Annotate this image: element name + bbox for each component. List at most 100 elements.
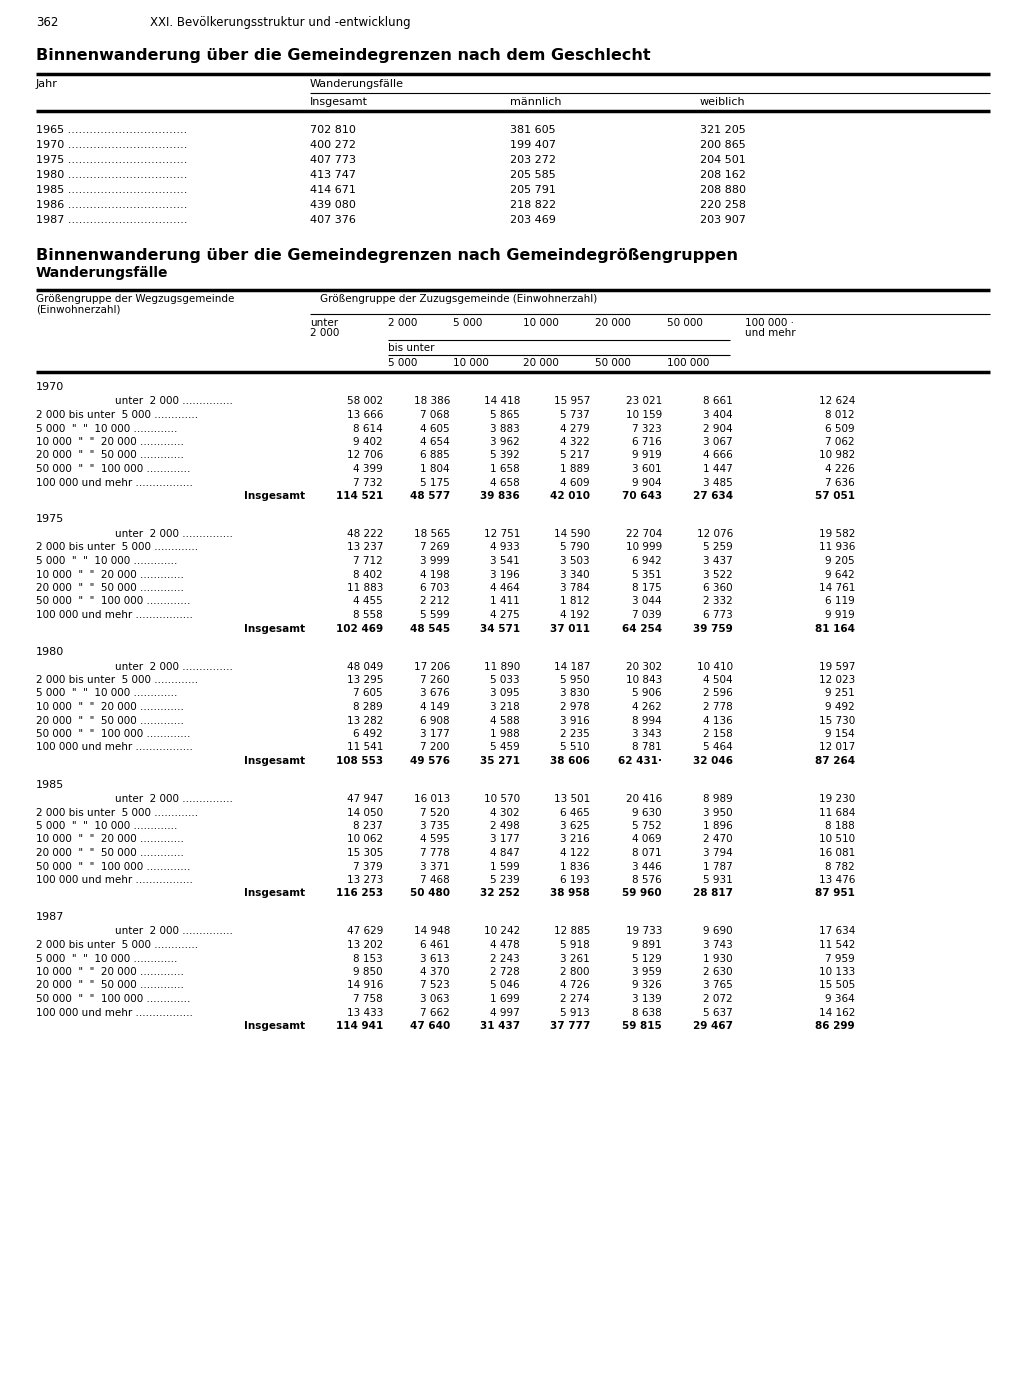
Text: 5 129: 5 129 bbox=[632, 954, 662, 963]
Text: 2 000 bis unter  5 000 .............: 2 000 bis unter 5 000 ............. bbox=[36, 542, 198, 553]
Text: 5 000  "  "  10 000 .............: 5 000 " " 10 000 ............. bbox=[36, 954, 177, 963]
Text: 6 360: 6 360 bbox=[703, 584, 733, 593]
Text: 11 542: 11 542 bbox=[818, 940, 855, 949]
Text: 3 218: 3 218 bbox=[490, 701, 520, 712]
Text: 14 761: 14 761 bbox=[818, 584, 855, 593]
Text: 2 158: 2 158 bbox=[703, 729, 733, 739]
Text: 1 896: 1 896 bbox=[703, 821, 733, 832]
Text: 14 418: 14 418 bbox=[483, 396, 520, 406]
Text: 4 399: 4 399 bbox=[353, 464, 383, 474]
Text: und mehr: und mehr bbox=[745, 328, 796, 338]
Text: 3 541: 3 541 bbox=[490, 556, 520, 565]
Text: 8 402: 8 402 bbox=[353, 570, 383, 579]
Text: 6 492: 6 492 bbox=[353, 729, 383, 739]
Text: 1987: 1987 bbox=[36, 912, 65, 922]
Text: 11 936: 11 936 bbox=[818, 542, 855, 553]
Text: 50 480: 50 480 bbox=[410, 888, 450, 898]
Text: 5 000  "  "  10 000 .............: 5 000 " " 10 000 ............. bbox=[36, 689, 177, 699]
Text: 8 614: 8 614 bbox=[353, 424, 383, 434]
Text: 2 212: 2 212 bbox=[420, 596, 450, 607]
Text: 218 822: 218 822 bbox=[510, 200, 556, 211]
Text: 5 950: 5 950 bbox=[560, 675, 590, 685]
Text: 4 122: 4 122 bbox=[560, 848, 590, 858]
Text: 2 000 bis unter  5 000 .............: 2 000 bis unter 5 000 ............. bbox=[36, 940, 198, 949]
Text: 199 407: 199 407 bbox=[510, 140, 556, 150]
Text: 42 010: 42 010 bbox=[550, 491, 590, 500]
Text: 3 177: 3 177 bbox=[490, 834, 520, 844]
Text: (Einwohnerzahl): (Einwohnerzahl) bbox=[36, 304, 121, 315]
Text: 8 237: 8 237 bbox=[353, 821, 383, 832]
Text: 8 989: 8 989 bbox=[703, 794, 733, 804]
Text: 7 605: 7 605 bbox=[353, 689, 383, 699]
Text: Größengruppe der Zuzugsgemeinde (Einwohnerzahl): Größengruppe der Zuzugsgemeinde (Einwohn… bbox=[319, 294, 597, 304]
Text: 19 733: 19 733 bbox=[626, 926, 662, 937]
Text: 3 613: 3 613 bbox=[420, 954, 450, 963]
Text: 20 000  "  "  50 000 .............: 20 000 " " 50 000 ............. bbox=[36, 450, 184, 460]
Text: 10 133: 10 133 bbox=[819, 967, 855, 977]
Text: 59 815: 59 815 bbox=[623, 1021, 662, 1031]
Text: 8 558: 8 558 bbox=[353, 610, 383, 620]
Text: 9 904: 9 904 bbox=[633, 478, 662, 488]
Text: 48 545: 48 545 bbox=[410, 624, 450, 633]
Text: 11 883: 11 883 bbox=[347, 584, 383, 593]
Text: 6 461: 6 461 bbox=[420, 940, 450, 949]
Text: 1980 .................................: 1980 ................................. bbox=[36, 170, 187, 180]
Text: 13 476: 13 476 bbox=[818, 875, 855, 886]
Text: 20 000: 20 000 bbox=[523, 358, 559, 369]
Text: 2 596: 2 596 bbox=[703, 689, 733, 699]
Text: 12 076: 12 076 bbox=[696, 529, 733, 539]
Text: 5 906: 5 906 bbox=[633, 689, 662, 699]
Text: 3 196: 3 196 bbox=[490, 570, 520, 579]
Text: 12 751: 12 751 bbox=[483, 529, 520, 539]
Text: 8 994: 8 994 bbox=[632, 715, 662, 725]
Text: 203 907: 203 907 bbox=[700, 215, 745, 225]
Text: 1986 .................................: 1986 ................................. bbox=[36, 200, 187, 211]
Text: 2 243: 2 243 bbox=[490, 954, 520, 963]
Text: 10 843: 10 843 bbox=[626, 675, 662, 685]
Text: 1975: 1975 bbox=[36, 514, 65, 524]
Text: 5 000  "  "  10 000 .............: 5 000 " " 10 000 ............. bbox=[36, 821, 177, 832]
Text: 14 187: 14 187 bbox=[554, 661, 590, 671]
Text: 3 625: 3 625 bbox=[560, 821, 590, 832]
Text: 9 326: 9 326 bbox=[632, 980, 662, 991]
Text: 4 726: 4 726 bbox=[560, 980, 590, 991]
Text: 1 804: 1 804 bbox=[421, 464, 450, 474]
Text: 37 777: 37 777 bbox=[550, 1021, 590, 1031]
Text: 8 175: 8 175 bbox=[632, 584, 662, 593]
Text: 4 464: 4 464 bbox=[490, 584, 520, 593]
Text: 6 465: 6 465 bbox=[560, 808, 590, 818]
Text: 10 159: 10 159 bbox=[626, 410, 662, 420]
Text: 14 916: 14 916 bbox=[347, 980, 383, 991]
Text: 37 011: 37 011 bbox=[550, 624, 590, 633]
Text: 100 000 und mehr .................: 100 000 und mehr ................. bbox=[36, 478, 193, 488]
Text: 7 712: 7 712 bbox=[353, 556, 383, 565]
Text: 5 259: 5 259 bbox=[703, 542, 733, 553]
Text: 81 164: 81 164 bbox=[815, 624, 855, 633]
Text: 7 068: 7 068 bbox=[421, 410, 450, 420]
Text: 7 778: 7 778 bbox=[420, 848, 450, 858]
Text: 5 637: 5 637 bbox=[703, 1008, 733, 1017]
Text: 86 299: 86 299 bbox=[815, 1021, 855, 1031]
Text: 4 198: 4 198 bbox=[420, 570, 450, 579]
Text: 32 046: 32 046 bbox=[693, 755, 733, 766]
Text: 9 154: 9 154 bbox=[825, 729, 855, 739]
Text: 5 000  "  "  10 000 .............: 5 000 " " 10 000 ............. bbox=[36, 556, 177, 565]
Text: 3 784: 3 784 bbox=[560, 584, 590, 593]
Text: 5 351: 5 351 bbox=[632, 570, 662, 579]
Text: 8 153: 8 153 bbox=[353, 954, 383, 963]
Text: 208 162: 208 162 bbox=[700, 170, 745, 180]
Text: 5 000: 5 000 bbox=[388, 358, 418, 369]
Text: 13 202: 13 202 bbox=[347, 940, 383, 949]
Text: 4 609: 4 609 bbox=[560, 478, 590, 488]
Text: 2 000 bis unter  5 000 .............: 2 000 bis unter 5 000 ............. bbox=[36, 410, 198, 420]
Text: 3 340: 3 340 bbox=[560, 570, 590, 579]
Text: 414 671: 414 671 bbox=[310, 184, 356, 195]
Text: 100 000 und mehr .................: 100 000 und mehr ................. bbox=[36, 875, 193, 886]
Text: 5 046: 5 046 bbox=[490, 980, 520, 991]
Text: 50 000  "  "  100 000 .............: 50 000 " " 100 000 ............. bbox=[36, 862, 190, 872]
Text: 2 978: 2 978 bbox=[560, 701, 590, 712]
Text: 57 051: 57 051 bbox=[815, 491, 855, 500]
Text: 20 000  "  "  50 000 .............: 20 000 " " 50 000 ............. bbox=[36, 980, 184, 991]
Text: 9 850: 9 850 bbox=[353, 967, 383, 977]
Text: 62 431·: 62 431· bbox=[618, 755, 662, 766]
